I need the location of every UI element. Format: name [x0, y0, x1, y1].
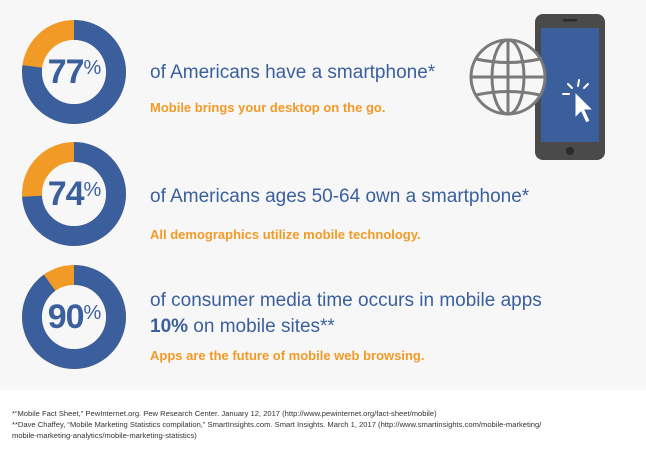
- stat-headline-line2: 10% on mobile sites**: [150, 316, 335, 338]
- donut-ring: [22, 142, 126, 246]
- footnote-2: **Dave Chaffey, “Mobile Marketing Statis…: [12, 420, 542, 429]
- footnote-1: *“Mobile Fact Sheet,” PewInternet.org. P…: [12, 409, 437, 418]
- percent-number: 77: [47, 52, 85, 91]
- donut-ring: [22, 20, 126, 124]
- footnotes-section: *“Mobile Fact Sheet,” PewInternet.org. P…: [0, 390, 646, 453]
- stat-headline: of Americans have a smartphone*: [150, 62, 436, 83]
- donut-value-segment: [22, 142, 126, 246]
- mobile-illustration: [462, 14, 612, 164]
- donut-hole: [42, 162, 106, 226]
- percent-number: 74: [47, 174, 85, 213]
- percent-number: 90: [47, 297, 85, 336]
- percent-symbol: %: [83, 301, 102, 324]
- footnote-2-continued: mobile-marketing-analytics/mobile-market…: [12, 431, 197, 440]
- donut-hole: [42, 40, 106, 104]
- stat-headline: of Americans ages 50-64 own a smartphone…: [150, 186, 530, 207]
- percent-symbol: %: [83, 56, 102, 79]
- donut-chart: 90%: [22, 265, 126, 369]
- donut-chart: 77%: [22, 20, 126, 124]
- stat-headline-line2-rest: on mobile sites**: [188, 316, 335, 337]
- percent-symbol: %: [83, 178, 102, 201]
- donut-hole: [42, 285, 106, 349]
- percent-label: 74%: [22, 142, 126, 246]
- percent-label: 77%: [22, 20, 126, 124]
- donut-value-segment: [22, 265, 126, 369]
- stat-headline-line1: of consumer media time occurs in mobile …: [150, 290, 542, 311]
- percent-label: 90%: [22, 265, 126, 369]
- donut-chart: 74%: [22, 142, 126, 246]
- stat-tagline: Mobile brings your desktop on the go.: [150, 100, 386, 115]
- stat-tagline: All demographics utilize mobile technolo…: [150, 227, 421, 242]
- donut-ring: [22, 265, 126, 369]
- stat-tagline: Apps are the future of mobile web browsi…: [150, 348, 425, 363]
- cursor-click-icon: [562, 79, 595, 124]
- stat-highlight-percent: 10%: [150, 316, 189, 337]
- donut-value-segment: [22, 20, 126, 124]
- globe-icon: [469, 38, 547, 116]
